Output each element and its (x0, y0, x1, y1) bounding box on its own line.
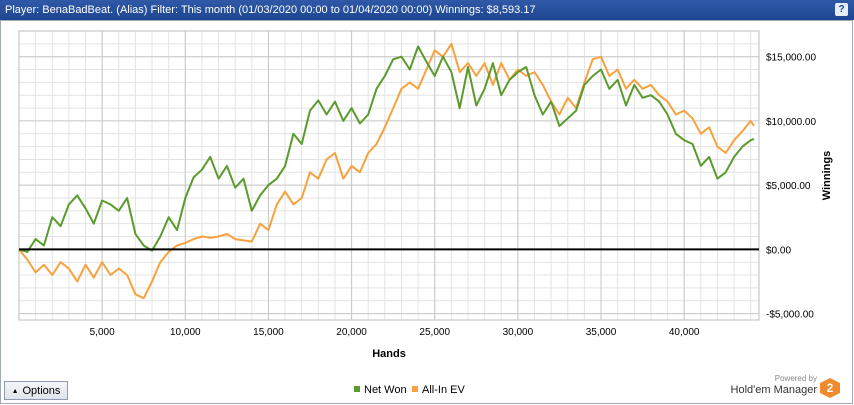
y-tick-label: $0.00 (766, 245, 791, 256)
x-tick-label: 10,000 (170, 327, 201, 338)
x-tick-label: 35,000 (586, 327, 617, 338)
series-line-all-in-ev (18, 42, 755, 300)
brand-name: Hold'em Manager (730, 384, 817, 396)
triangle-up-icon: ▲ (11, 387, 19, 395)
options-label: Options (22, 384, 61, 397)
y-tick-label: $10,000.00 (766, 117, 816, 128)
legend-label: All-In EV (422, 384, 465, 396)
y-tick-label: $15,000.00 (766, 53, 816, 64)
series-line-net-won (18, 45, 755, 253)
powered-by-text: Powered by (774, 374, 817, 383)
x-tick-label: 15,000 (253, 327, 284, 338)
title-bar: Player: BenaBadBeat. (Alias) Filter: Thi… (0, 0, 854, 20)
plot-area-border (18, 30, 760, 321)
page-title: Player: BenaBadBeat. (Alias) Filter: Thi… (5, 4, 536, 16)
x-tick-label: 25,000 (419, 327, 450, 338)
brand-logo-icon: 2 (820, 378, 840, 398)
options-button[interactable]: ▲ Options (4, 381, 68, 400)
legend-swatch (412, 386, 418, 392)
chart-frame (0, 20, 853, 404)
x-axis-title: Hands (372, 348, 406, 360)
help-icon[interactable]: ? (835, 3, 848, 16)
y-tick-label: $5,000.00 (766, 181, 811, 192)
y-tick-label: -$5,000.00 (766, 310, 814, 321)
x-tick-label: 30,000 (503, 327, 534, 338)
legend-label: Net Won (364, 384, 407, 396)
x-tick-label: 40,000 (669, 327, 700, 338)
legend-swatch (354, 386, 360, 392)
x-tick-label: 20,000 (336, 327, 367, 338)
x-tick-label: 5,000 (90, 327, 115, 338)
y-axis-title: Winnings (821, 151, 833, 200)
